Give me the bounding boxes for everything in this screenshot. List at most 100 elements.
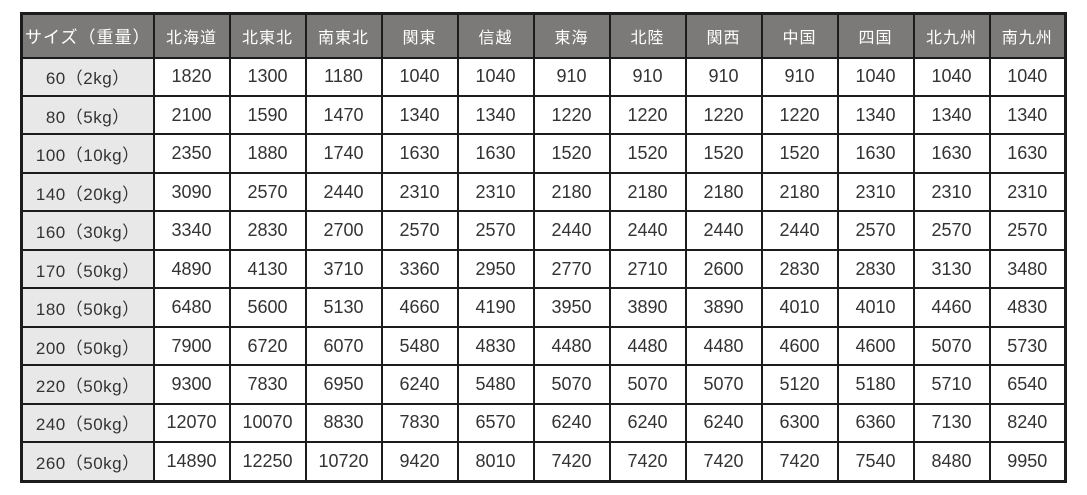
rate-cell: 1520 [684,133,763,174]
rate-cell: 4460 [912,287,991,328]
table-row: 140（20kg） 3090 2570 2440 2310 2310 2180 2180 218… [20,171,1067,213]
header-cell-region: 四国 [836,12,915,59]
rate-cell: 1340 [456,94,535,136]
rate-cell: 2710 [608,248,687,290]
rate-cell: 7420 [760,441,839,483]
rate-cell: 5120 [760,364,839,405]
table-row: 220（50kg） 9300 7830 6950 6240 5480 5070 5070 507… [20,364,1067,405]
rate-cell: 5070 [684,364,763,405]
rate-cell: 8240 [988,402,1067,444]
rate-cell: 4830 [988,287,1067,328]
rate-cell: 6240 [532,402,611,444]
row-label-size: 200（50kg） [20,325,155,367]
table-header: サイズ（重量） 北海道 北東北 南東北 関東 信越 東海 北陸 関西 中国 四国 北九州 南九州 [20,12,1067,59]
rate-cell: 2440 [684,210,763,251]
row-label-size: 240（50kg） [20,402,155,444]
rate-cell: 10070 [228,402,307,444]
rate-cell: 2830 [836,248,915,290]
table-row: 180（50kg） 6480 5600 5130 4660 4190 3950 3890 389… [20,287,1067,328]
rate-cell: 2310 [836,171,915,213]
rate-cell: 12070 [152,402,231,444]
rate-cell: 4130 [228,248,307,290]
header-cell-region: 信越 [456,12,535,59]
rate-cell: 4600 [836,325,915,367]
rate-cell: 2770 [532,248,611,290]
header-cell-region: 北陸 [608,12,687,59]
rate-cell: 7540 [836,441,915,483]
rate-cell: 1630 [836,133,915,174]
header-cell-region: 関東 [380,12,459,59]
rate-cell: 1040 [912,56,991,97]
header-cell-region: 南東北 [304,12,383,59]
rate-cell: 3950 [532,287,611,328]
rate-cell: 9300 [152,364,231,405]
rate-cell: 7900 [152,325,231,367]
rate-cell: 910 [760,56,839,97]
rate-cell: 1630 [988,133,1067,174]
rate-cell: 2700 [304,210,383,251]
rate-cell: 1340 [380,94,459,136]
table-row: 170（50kg） 4890 4130 3710 3360 2950 2770 2710 260… [20,248,1067,290]
rate-cell: 4890 [152,248,231,290]
rate-cell: 1630 [912,133,991,174]
rate-cell: 2440 [608,210,687,251]
table-row: 200（50kg） 7900 6720 6070 5480 4830 4480 4480 448… [20,325,1067,367]
row-label-size: 100（10kg） [20,133,155,174]
rate-cell: 10720 [304,441,383,483]
rate-cell: 5710 [912,364,991,405]
rate-cell: 2310 [988,171,1067,213]
rate-cell: 4600 [760,325,839,367]
rate-cell: 7830 [380,402,459,444]
rate-cell: 1340 [988,94,1067,136]
table-body: 60（2kg） 1820 1300 1180 1040 1040 910 910 910 910 1… [20,56,1067,483]
rate-cell: 2180 [684,171,763,213]
rate-cell: 1820 [152,56,231,97]
rate-cell: 5070 [532,364,611,405]
rate-cell: 2950 [456,248,535,290]
rate-cell: 1520 [608,133,687,174]
rate-cell: 4660 [380,287,459,328]
rate-cell: 5070 [912,325,991,367]
rate-cell: 1340 [836,94,915,136]
rate-cell: 8830 [304,402,383,444]
rate-cell: 3360 [380,248,459,290]
rate-cell: 5070 [608,364,687,405]
rate-cell: 6240 [380,364,459,405]
rate-cell: 6360 [836,402,915,444]
rate-cell: 4010 [836,287,915,328]
header-cell-region: 南九州 [988,12,1067,59]
rate-cell: 1740 [304,133,383,174]
row-label-size: 60（2kg） [20,56,155,97]
rate-cell: 9950 [988,441,1067,483]
rate-cell: 8010 [456,441,535,483]
rate-cell: 2180 [532,171,611,213]
rate-cell: 1040 [380,56,459,97]
table-row: 80（5kg） 2100 1590 1470 1340 1340 1220 1220 1220 1… [20,94,1067,136]
table-row: 100（10kg） 2350 1880 1740 1630 1630 1520 1520 152… [20,133,1067,174]
rate-cell: 4830 [456,325,535,367]
rate-cell: 2570 [836,210,915,251]
rate-cell: 4480 [608,325,687,367]
header-cell-region: 関西 [684,12,763,59]
rate-cell: 8480 [912,441,991,483]
rate-cell: 2440 [532,210,611,251]
rate-cell: 5180 [836,364,915,405]
rate-cell: 2570 [912,210,991,251]
rate-cell: 1520 [532,133,611,174]
header-cell-region: 東海 [532,12,611,59]
rate-cell: 4010 [760,287,839,328]
rate-cell: 4480 [532,325,611,367]
rate-cell: 1180 [304,56,383,97]
rate-cell: 2310 [456,171,535,213]
table-row: 240（50kg） 12070 10070 8830 7830 6570 6240 6240 6… [20,402,1067,444]
row-label-size: 80（5kg） [20,94,155,136]
rate-cell: 1340 [912,94,991,136]
rate-cell: 1520 [760,133,839,174]
rate-cell: 4480 [684,325,763,367]
rate-cell: 910 [684,56,763,97]
rate-cell: 2570 [228,171,307,213]
shipping-rate-table: サイズ（重量） 北海道 北東北 南東北 関東 信越 東海 北陸 関西 中国 四国 北九州 南九州 60（… [20,12,1067,483]
header-cell-region: 中国 [760,12,839,59]
rate-cell: 2570 [988,210,1067,251]
rate-cell: 2180 [760,171,839,213]
